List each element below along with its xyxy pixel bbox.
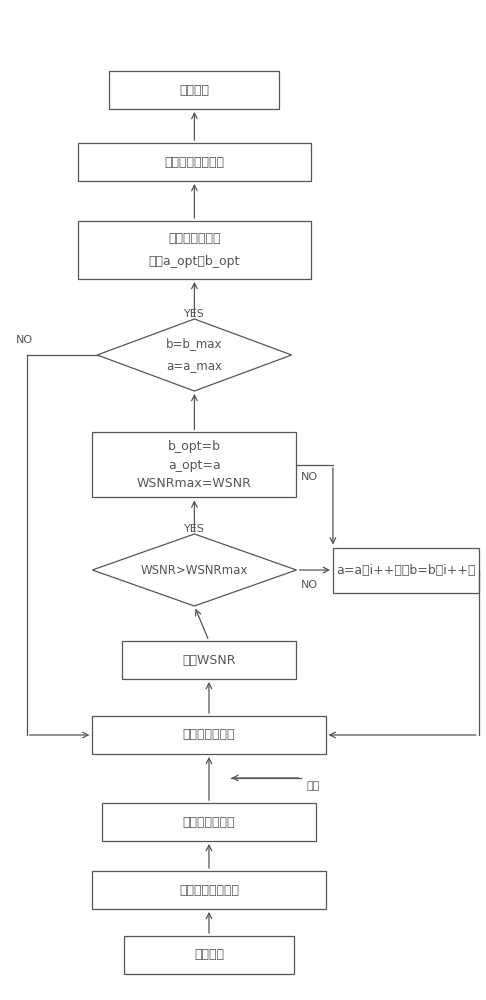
- Text: WSNRmax=WSNR: WSNRmax=WSNR: [137, 477, 252, 490]
- FancyBboxPatch shape: [78, 143, 311, 181]
- FancyBboxPatch shape: [333, 548, 479, 592]
- Text: 预处理之后的信号: 预处理之后的信号: [179, 884, 239, 896]
- Text: 噪声: 噪声: [306, 781, 319, 791]
- Text: b_opt=b: b_opt=b: [168, 440, 221, 453]
- Text: NO: NO: [16, 335, 33, 345]
- Text: b=b_max: b=b_max: [166, 338, 223, 351]
- Text: 双稳随机共振系统: 双稳随机共振系统: [164, 155, 225, 168]
- Text: 计算WSNR: 计算WSNR: [182, 654, 236, 666]
- Text: NO: NO: [301, 580, 318, 590]
- Text: 即最优系统参数: 即最优系统参数: [168, 232, 221, 245]
- FancyBboxPatch shape: [78, 221, 311, 279]
- FancyBboxPatch shape: [124, 936, 294, 974]
- Text: 电阵信号: 电阵信号: [194, 948, 224, 962]
- FancyBboxPatch shape: [92, 716, 326, 754]
- Text: YES: YES: [184, 524, 205, 534]
- FancyBboxPatch shape: [109, 71, 279, 109]
- Text: a=a_max: a=a_max: [166, 360, 223, 372]
- FancyBboxPatch shape: [102, 803, 316, 841]
- Text: a_opt=a: a_opt=a: [168, 458, 221, 472]
- Text: 输出信号: 输出信号: [179, 84, 209, 97]
- FancyBboxPatch shape: [92, 871, 326, 909]
- Text: YES: YES: [184, 309, 205, 319]
- FancyBboxPatch shape: [122, 641, 296, 679]
- Text: WSNR>WSNRmax: WSNR>WSNRmax: [141, 564, 248, 576]
- Polygon shape: [92, 534, 296, 606]
- Text: NO: NO: [301, 472, 318, 482]
- Text: 保存a_opt、b_opt: 保存a_opt、b_opt: [149, 255, 240, 268]
- FancyBboxPatch shape: [92, 432, 296, 497]
- Polygon shape: [97, 319, 292, 391]
- Text: a=a（i++）或b=b（i++）: a=a（i++）或b=b（i++）: [336, 564, 476, 576]
- Text: 系统参数初始化: 系统参数初始化: [183, 816, 235, 828]
- Text: 非线性双稳系统: 非线性双稳系统: [183, 728, 235, 742]
